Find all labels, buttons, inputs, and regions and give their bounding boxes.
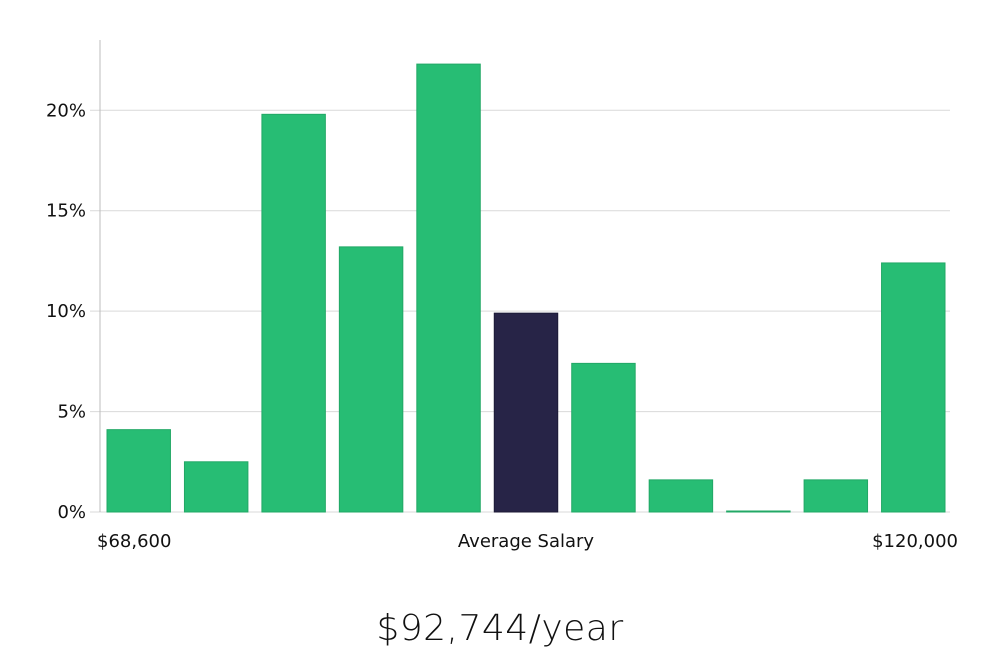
y-tick-label: 5% (57, 402, 86, 423)
y-tick-label: 15% (46, 201, 86, 222)
bar (648, 479, 714, 513)
bar (416, 63, 481, 513)
bar-average-salary (493, 312, 559, 513)
bar (183, 461, 249, 513)
bar (106, 429, 171, 513)
bar (881, 262, 946, 513)
y-tick-label: 20% (46, 100, 86, 121)
bar (571, 362, 636, 513)
x-label-max-salary: $120,000 (872, 531, 958, 552)
y-axis-ticks: 0% 5% 10% 15% 20% (46, 100, 86, 523)
x-label-average-salary: Average Salary (458, 531, 595, 552)
average-salary-value: $92,744/year (376, 608, 624, 649)
bar-layer (106, 63, 946, 513)
bar (726, 510, 791, 513)
bar (261, 113, 326, 513)
x-label-min-salary: $68,600 (97, 531, 171, 552)
bar (803, 479, 869, 513)
y-tick-label: 10% (46, 301, 86, 322)
y-tick-label: 0% (57, 502, 86, 523)
bar (338, 246, 404, 513)
